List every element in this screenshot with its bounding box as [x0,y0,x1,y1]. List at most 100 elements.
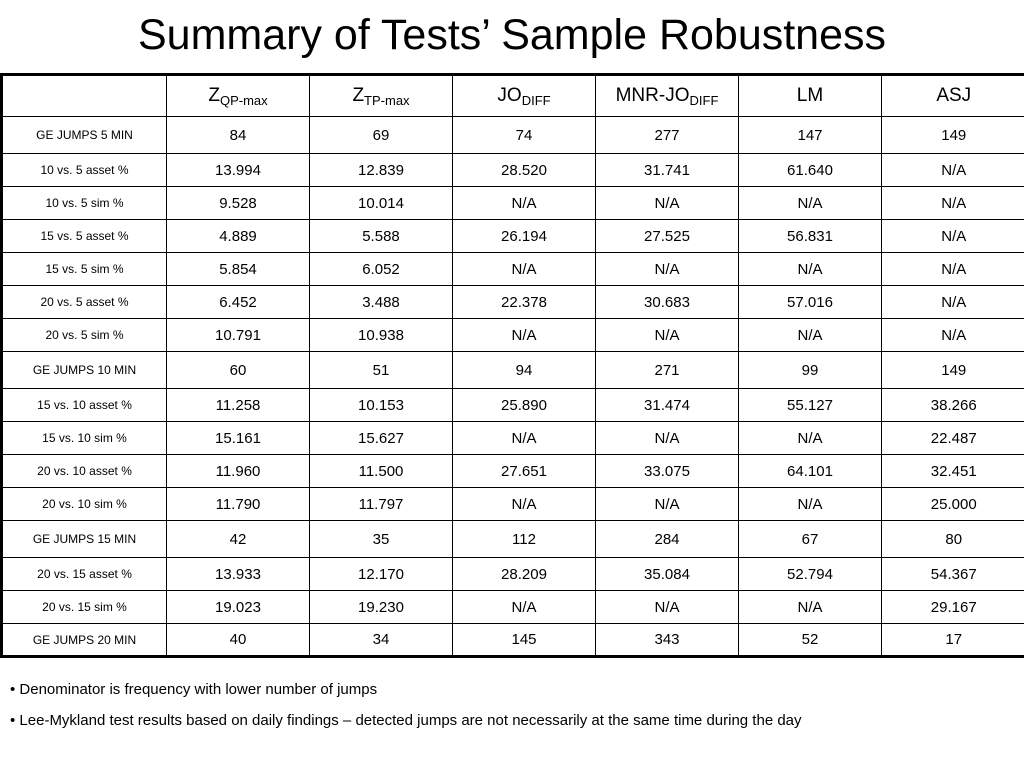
table-cell: 6.052 [309,252,453,286]
table-cell: 271 [595,351,739,389]
table-cell: 149 [881,351,1024,389]
row-label: 20 vs. 5 asset % [0,285,167,319]
column-header-subscript: QP-max [219,92,268,108]
row-label: GE JUMPS 10 MIN [0,351,167,389]
table-cell: 27.525 [595,219,739,253]
row-label: GE JUMPS 5 MIN [0,116,167,154]
table-cell: 28.520 [452,153,596,187]
table-row: 15 vs. 5 sim % 5.854 6.052 N/A N/A N/A N/A [0,252,1024,286]
row-label: 15 vs. 5 asset % [0,219,167,253]
table-cell: 17 [881,623,1024,657]
column-header-base: Z [352,84,365,106]
table-cell: N/A [738,186,882,220]
table-cell: 35.084 [595,557,739,591]
table-cell: 69 [309,116,453,154]
table-cell: 112 [452,520,596,558]
table-cell: 34 [309,623,453,657]
table-cell: 343 [595,623,739,657]
table-cell: 11.258 [166,388,310,422]
column-header-base: MNR-JO [615,84,690,106]
table-cell: 31.474 [595,388,739,422]
table-row: GE JUMPS 5 MIN 84 69 74 277 147 149 [0,116,1024,154]
table-cell: 10.938 [309,318,453,352]
table-cell: N/A [595,252,739,286]
table-cell: N/A [452,590,596,624]
table-cell: N/A [881,186,1024,220]
table-cell: 99 [738,351,882,389]
column-header: JODIFF [452,74,596,117]
table-cell: N/A [881,285,1024,319]
column-header-subscript: TP-max [364,92,410,108]
table-cell: 5.854 [166,252,310,286]
table-cell: 11.790 [166,487,310,521]
table-cell: N/A [452,252,596,286]
table-cell: 22.487 [881,421,1024,455]
table-cell: N/A [881,219,1024,253]
table-cell: 4.889 [166,219,310,253]
table-cell: 28.209 [452,557,596,591]
table-cell: 60 [166,351,310,389]
table-cell: N/A [595,421,739,455]
table-cell: 15.627 [309,421,453,455]
row-label: 15 vs. 5 sim % [0,252,167,286]
table-cell: 13.994 [166,153,310,187]
column-header-base: LM [796,85,824,106]
column-header-base: Z [208,84,220,106]
table-cell: 31.741 [595,153,739,187]
table-cell: 15.161 [166,421,310,455]
row-label: 15 vs. 10 sim % [0,421,167,455]
table-cell: 52.794 [738,557,882,591]
table-cell: 5.588 [309,219,453,253]
table-cell: 42 [166,520,310,558]
table-body: GE JUMPS 5 MIN 84 69 74 277 147 149 10 vs. 5 as… [0,116,1024,657]
table-cell: 25.000 [881,487,1024,521]
table-cell: 25.890 [452,388,596,422]
row-label: GE JUMPS 15 MIN [0,520,167,558]
row-label: 15 vs. 10 asset % [0,388,167,422]
column-header-subscript: DIFF [521,92,551,108]
table-cell: 11.797 [309,487,453,521]
table-cell: 145 [452,623,596,657]
table-cell: N/A [738,252,882,286]
table-cell: 12.839 [309,153,453,187]
row-label: 20 vs. 10 sim % [0,487,167,521]
table-header-row: ZQP-max ZTP-max JODIFF MNR-JODIFF LM ASJ [0,74,1024,117]
column-header: MNR-JODIFF [595,74,739,117]
table-cell: 22.378 [452,285,596,319]
column-header-subscript: DIFF [689,92,719,108]
row-label: 20 vs. 15 sim % [0,590,167,624]
table-cell: 3.488 [309,285,453,319]
column-header-base: JO [497,84,522,106]
table-row: 20 vs. 15 sim % 19.023 19.230 N/A N/A N/A 29.1… [0,590,1024,624]
table-cell: 61.640 [738,153,882,187]
footnotes: • Denominator is frequency with lower nu… [10,680,802,742]
row-label: 20 vs. 5 sim % [0,318,167,352]
table-cell: 94 [452,351,596,389]
table-row: GE JUMPS 15 MIN 42 35 112 284 67 80 [0,520,1024,558]
table-cell: 19.023 [166,590,310,624]
table-cell: N/A [595,487,739,521]
table-cell: N/A [738,590,882,624]
table-cell: 10.014 [309,186,453,220]
table-row: 20 vs. 10 asset % 11.960 11.500 27.651 33.07… [0,454,1024,488]
table-row: 20 vs. 10 sim % 11.790 11.797 N/A N/A N/A 25.0… [0,487,1024,521]
table-cell: 55.127 [738,388,882,422]
table-cell: 12.170 [309,557,453,591]
table-cell: 149 [881,116,1024,154]
table-cell: 19.230 [309,590,453,624]
table-cell: 13.933 [166,557,310,591]
table-cell: 147 [738,116,882,154]
table-cell: 38.266 [881,388,1024,422]
table-cell: 35 [309,520,453,558]
table-row: GE JUMPS 20 MIN 40 34 145 343 52 17 [0,623,1024,657]
column-header: ASJ [881,74,1024,117]
table-row: 20 vs. 5 sim % 10.791 10.938 N/A N/A N/A N/A [0,318,1024,352]
table-cell: 29.167 [881,590,1024,624]
table-cell: 30.683 [595,285,739,319]
row-label: GE JUMPS 20 MIN [0,623,167,657]
table-cell: N/A [738,318,882,352]
table-row: 15 vs. 10 asset % 11.258 10.153 25.890 31.47… [0,388,1024,422]
table-cell: N/A [595,186,739,220]
table-cell: 33.075 [595,454,739,488]
table-cell: N/A [738,487,882,521]
